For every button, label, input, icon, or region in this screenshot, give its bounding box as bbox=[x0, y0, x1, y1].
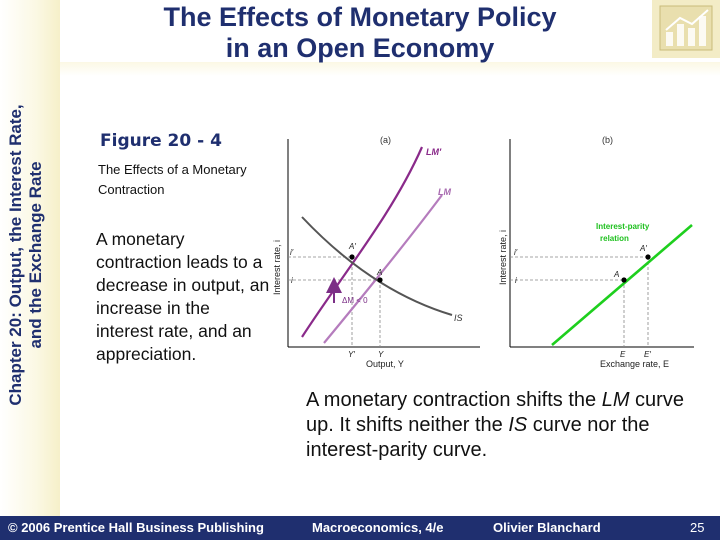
panel-a-point-a-prime-label: A′ bbox=[348, 242, 356, 251]
lm-prime-label: LM′ bbox=[426, 147, 442, 157]
side-title-line-1: Chapter 20: Output, the Interest Rate, bbox=[6, 104, 25, 406]
is-curve bbox=[301, 216, 453, 316]
panel-b-tick-e: E bbox=[620, 350, 626, 359]
panel-a-point-a-label: A bbox=[376, 268, 382, 277]
panel-b-tick-i: i bbox=[515, 276, 517, 285]
top-gradient-bar bbox=[60, 62, 720, 76]
footer-bar: © 2006 Prentice Hall Business Publishing… bbox=[0, 516, 720, 540]
figure-number: Figure 20 - 4 bbox=[100, 131, 222, 151]
panel-b-tick-i-prime: i′ bbox=[514, 248, 518, 257]
panel-a-tick-i: i bbox=[291, 276, 293, 285]
panel-a-tick-i-prime: i′ bbox=[290, 248, 294, 257]
chart-logo-icon bbox=[652, 0, 720, 58]
slide-caption: A monetary contraction shifts the LM cur… bbox=[306, 388, 706, 463]
panel-a-tag: (a) bbox=[380, 135, 391, 145]
panel-a-y-axis-label: Interest rate, i bbox=[272, 240, 282, 295]
panel-a-point-a bbox=[377, 277, 383, 283]
caption-is: IS bbox=[508, 414, 528, 436]
interest-parity-label-line-2: relation bbox=[600, 234, 629, 243]
chapter-side-title: Chapter 20: Output, the Interest Rate, a… bbox=[6, 20, 46, 490]
slide-title-line-1: The Effects of Monetary Policy bbox=[163, 2, 557, 32]
panel-b-tick-e-prime: E′ bbox=[644, 350, 651, 359]
figure-description: A monetary contraction leads to a decrea… bbox=[96, 229, 270, 364]
footer-copyright: © 2006 Prentice Hall Business Publishing bbox=[8, 520, 264, 535]
is-lm-interest-parity-diagram: (a) Interest rate, i Output, Y ΔM < 0 LM… bbox=[272, 135, 694, 369]
lm-label: LM bbox=[438, 187, 451, 197]
panel-b-point-a-prime bbox=[645, 254, 651, 260]
footer-book-title: Macroeconomics, 4/e bbox=[312, 520, 444, 535]
panel-b-x-axis-label: Exchange rate, E bbox=[600, 359, 669, 369]
footer-page-number: 25 bbox=[690, 520, 705, 535]
left-band bbox=[0, 0, 60, 516]
lm-prime-curve bbox=[301, 146, 424, 338]
interest-parity-curve bbox=[551, 224, 693, 346]
shift-label: ΔM < 0 bbox=[342, 296, 368, 305]
caption-part-3: curve nor the interest-parity curve. bbox=[306, 414, 650, 461]
is-label: IS bbox=[454, 313, 463, 323]
panel-a-point-a-prime bbox=[349, 254, 355, 260]
caption-lm: LM bbox=[601, 389, 630, 411]
panel-a-x-axis-label: Output, Y bbox=[366, 359, 404, 369]
interest-parity-label-line-1: Interest-parity bbox=[596, 222, 650, 231]
slide-title: The Effects of Monetary Policy in an Ope… bbox=[90, 2, 630, 64]
panel-b-tag: (b) bbox=[602, 135, 613, 145]
panel-b-point-a-label: A bbox=[613, 270, 619, 279]
figure-subtitle: The Effects of a Monetary Contraction bbox=[98, 162, 247, 197]
slide-title-line-2: in an Open Economy bbox=[225, 33, 495, 63]
panel-a-tick-y-prime: Y′ bbox=[348, 350, 355, 359]
footer-author: Olivier Blanchard bbox=[493, 520, 601, 535]
panel-b-point-a bbox=[621, 277, 627, 283]
panel-b-y-axis-label: Interest rate, i bbox=[498, 230, 508, 285]
panel-a-tick-y: Y bbox=[378, 350, 384, 359]
side-title-line-2: and the Exchange Rate bbox=[26, 161, 45, 349]
caption-part-1: A monetary contraction shifts the bbox=[306, 389, 602, 411]
figure-panel bbox=[88, 125, 700, 375]
panel-b-point-a-prime-label: A′ bbox=[639, 244, 647, 253]
lm-curve bbox=[323, 194, 443, 344]
caption-part-2: curve up. It shifts neither the bbox=[306, 389, 684, 436]
